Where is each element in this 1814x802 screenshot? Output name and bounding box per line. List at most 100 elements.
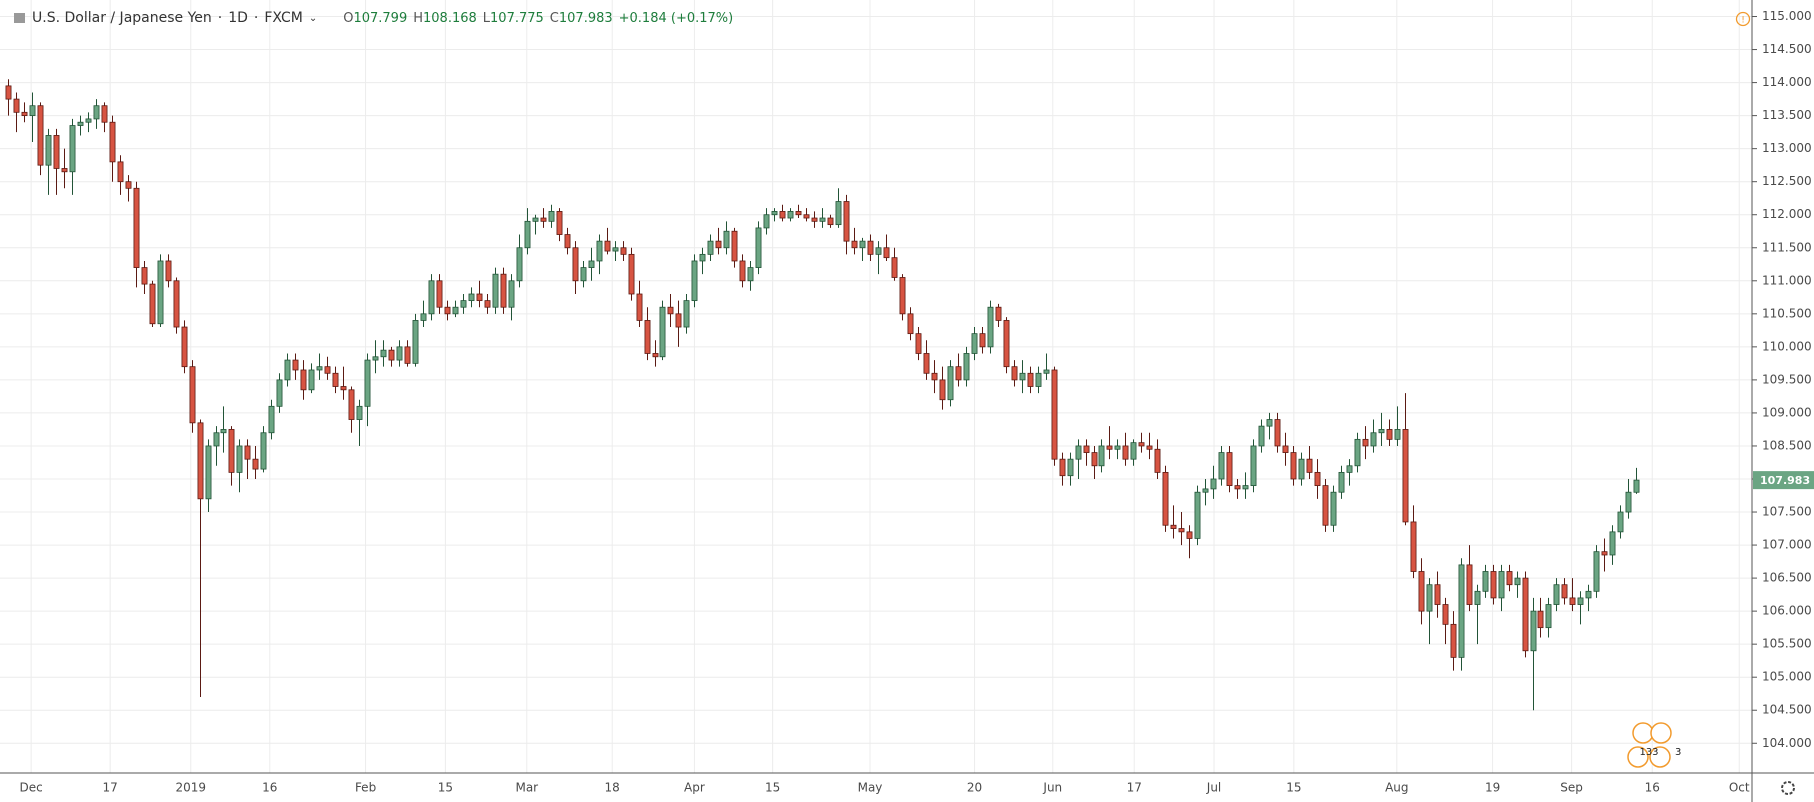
x-tick-label: 16 <box>1645 781 1660 795</box>
candle-body <box>1170 524 1177 529</box>
candle-body <box>1498 571 1505 599</box>
candle-body <box>548 211 555 222</box>
dot: · <box>217 10 223 26</box>
x-tick-label: Apr <box>684 781 705 795</box>
candle-body <box>723 230 730 249</box>
candle-body <box>907 313 914 335</box>
candle-body <box>1306 458 1313 473</box>
candle-body <box>1537 610 1544 629</box>
interval[interactable]: 1D <box>228 10 248 26</box>
events: 133 3 <box>1627 722 1681 768</box>
event-icon <box>1649 746 1671 768</box>
x-tick-label: 20 <box>967 781 982 795</box>
candle-body <box>628 253 635 295</box>
candle-body <box>819 217 826 222</box>
candle-body <box>707 240 714 255</box>
candle-body <box>1362 438 1369 447</box>
candle-body <box>189 366 196 424</box>
candle-body <box>1593 551 1600 592</box>
candle-body <box>220 429 227 434</box>
candle-body <box>1577 597 1584 605</box>
event-count: 3 <box>1675 747 1681 758</box>
low-value: 107.775 <box>490 10 544 26</box>
y-tick-label: 114.500 <box>1762 42 1812 56</box>
candle-body <box>532 217 539 222</box>
candle-body <box>1378 429 1385 434</box>
candle-body <box>899 277 906 315</box>
candle-body <box>1330 491 1337 526</box>
candle-body <box>252 458 259 470</box>
header: U.S. Dollar / Japanese Yen · 1D · FXCM ⌄… <box>14 10 733 26</box>
x-tick-label: 18 <box>605 781 620 795</box>
candle-body <box>484 300 491 308</box>
candle-body <box>931 372 938 381</box>
candle-body <box>1561 584 1568 599</box>
candle-body <box>1617 511 1624 533</box>
candle-body <box>556 211 563 235</box>
candle-body <box>500 273 507 308</box>
y-tick-label: 106.500 <box>1762 571 1812 585</box>
high-value: 108.168 <box>423 10 477 26</box>
candle-body <box>691 260 698 302</box>
open-value: 107.799 <box>353 10 408 26</box>
candle-body <box>197 422 204 500</box>
y-tick-label: 112.500 <box>1762 174 1812 188</box>
candle-body <box>476 293 483 302</box>
y-tick-label: 109.000 <box>1762 405 1812 419</box>
y-tick-label: 114.000 <box>1762 75 1812 89</box>
x-tick-label: Jun <box>1042 781 1062 795</box>
candle-body <box>1338 471 1345 493</box>
candle-body <box>372 356 379 361</box>
close-value: 107.983 <box>558 10 613 26</box>
event-count: 133 <box>1639 747 1658 758</box>
candle-body <box>883 247 890 259</box>
x-tick-label: Feb <box>355 781 376 795</box>
candle-body <box>644 320 651 354</box>
candle-body <box>284 359 291 381</box>
candle-body <box>165 260 172 282</box>
candle-body <box>13 98 20 113</box>
candle-body <box>1545 604 1552 629</box>
dot: · <box>253 10 259 26</box>
candle-body <box>572 247 579 282</box>
candle-body <box>731 230 738 262</box>
x-tick-label: 15 <box>765 781 780 795</box>
candle-body <box>739 260 746 282</box>
candle-body <box>5 85 12 100</box>
y-tick-label: 107.500 <box>1762 505 1812 519</box>
candle-body <box>292 359 299 371</box>
candle-body <box>1019 372 1026 381</box>
candle-body <box>1314 471 1321 487</box>
x-tick-label: May <box>858 781 883 795</box>
candle-body <box>963 353 970 381</box>
candle-body <box>1386 429 1393 440</box>
candle-body <box>396 346 403 361</box>
chevron[interactable]: ⌄ <box>308 12 318 24</box>
candle-body <box>1346 465 1353 473</box>
candle-body <box>811 217 818 222</box>
candle-body <box>276 379 283 407</box>
alert-icon <box>1735 11 1751 27</box>
candle-body <box>1633 479 1640 493</box>
x-tick-label: Sep <box>1560 781 1583 795</box>
candle-body <box>181 326 188 368</box>
candle-body <box>1442 604 1449 625</box>
candle-body <box>667 306 674 315</box>
settings[interactable] <box>1781 781 1795 795</box>
candle-body <box>1474 590 1481 605</box>
candle-body <box>1522 577 1529 652</box>
candle-body <box>1601 551 1608 556</box>
candle-body <box>53 135 60 169</box>
candle-body <box>564 234 571 249</box>
candle-body <box>755 227 762 268</box>
low-label: L <box>482 10 491 26</box>
candle-body <box>117 161 124 183</box>
candle-body <box>955 366 962 381</box>
candle-body <box>779 211 786 219</box>
y-tick-label: 113.500 <box>1762 108 1812 122</box>
candle-body <box>213 432 220 447</box>
candle-body <box>1146 445 1153 450</box>
candle-body <box>1426 584 1433 612</box>
